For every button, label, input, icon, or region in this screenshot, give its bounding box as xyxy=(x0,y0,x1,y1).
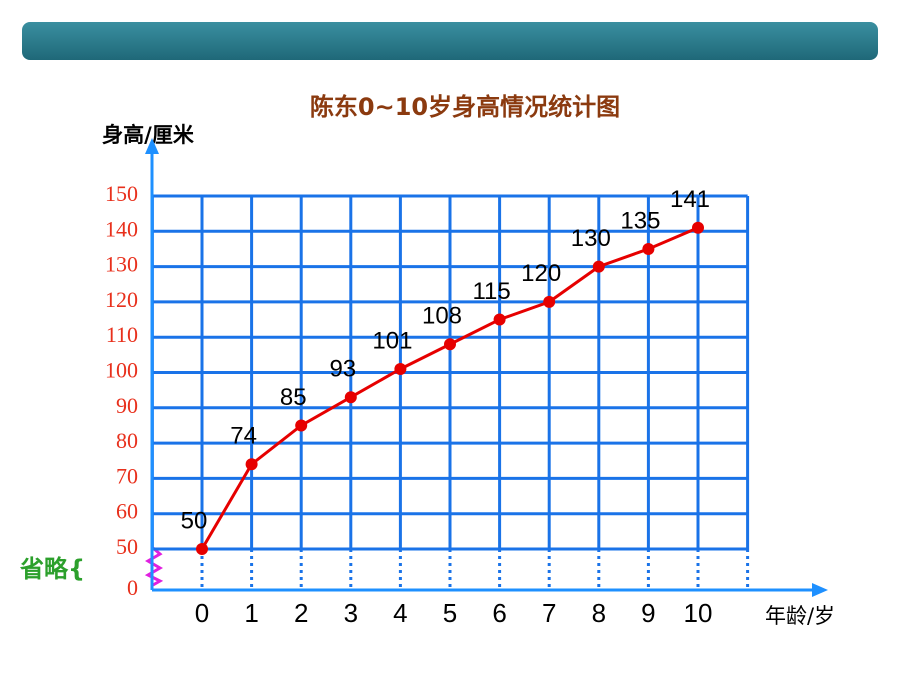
data-point xyxy=(493,313,506,326)
data-point xyxy=(592,260,605,273)
data-point xyxy=(344,391,357,404)
data-point xyxy=(295,419,308,432)
x-tick-label: 0 xyxy=(195,598,209,628)
data-label: 93 xyxy=(329,356,356,383)
annotation: 省略{ xyxy=(19,555,85,583)
x-tick-label: 8 xyxy=(592,598,606,628)
data-label: 141 xyxy=(670,186,710,213)
chart-title: 陈东0~10岁身高情况统计图 xyxy=(310,93,620,121)
y-axis-arrow xyxy=(145,138,159,154)
x-tick-label: 1 xyxy=(244,598,258,628)
data-label: 85 xyxy=(280,384,307,411)
y-tick-label: 80 xyxy=(116,428,138,453)
x-tick-label: 7 xyxy=(542,598,556,628)
y-tick-label: 60 xyxy=(116,499,138,524)
data-point xyxy=(444,338,456,351)
x-tick-label: 9 xyxy=(641,598,655,628)
data-label: 74 xyxy=(230,423,257,450)
data-label: 50 xyxy=(181,507,208,534)
data-point xyxy=(692,221,704,234)
data-point xyxy=(245,458,258,471)
grid xyxy=(150,194,750,590)
data-label: 130 xyxy=(571,225,611,252)
x-tick-label: 3 xyxy=(344,598,358,628)
y-tick-label: 70 xyxy=(116,463,138,488)
x-tick-label: 2 xyxy=(294,598,308,628)
data-label: 108 xyxy=(422,303,462,330)
y-tick-label: 120 xyxy=(105,287,138,312)
data-point xyxy=(543,295,556,308)
x-tick-label: 10 xyxy=(684,598,713,628)
x-tick-label: 6 xyxy=(492,598,506,628)
header-bar xyxy=(22,22,878,60)
y-tick-label: 90 xyxy=(116,393,138,418)
data-label: 135 xyxy=(620,207,660,234)
break-mark xyxy=(144,546,164,587)
data-point xyxy=(394,362,407,375)
y-tick-label: 100 xyxy=(105,358,138,383)
data-label: 120 xyxy=(521,260,561,287)
x-axis-arrow xyxy=(812,583,828,597)
y-tick-label: 50 xyxy=(116,534,138,559)
x-axis-label: 年龄/岁 xyxy=(765,604,835,628)
data-point xyxy=(642,242,655,255)
y-tick-label: 130 xyxy=(105,252,138,277)
y-tick-label: 150 xyxy=(105,181,138,206)
y-tick-label: 110 xyxy=(106,322,138,347)
y-tick-label: 0 xyxy=(127,575,138,600)
x-tick-label: 5 xyxy=(443,598,457,628)
x-tick-label: 4 xyxy=(393,598,407,628)
data-label: 101 xyxy=(372,327,412,354)
data-point xyxy=(196,543,208,555)
data-label: 115 xyxy=(472,278,510,305)
y-axis-label: 身高/厘米 xyxy=(102,123,195,147)
y-tick-label: 140 xyxy=(105,216,138,241)
